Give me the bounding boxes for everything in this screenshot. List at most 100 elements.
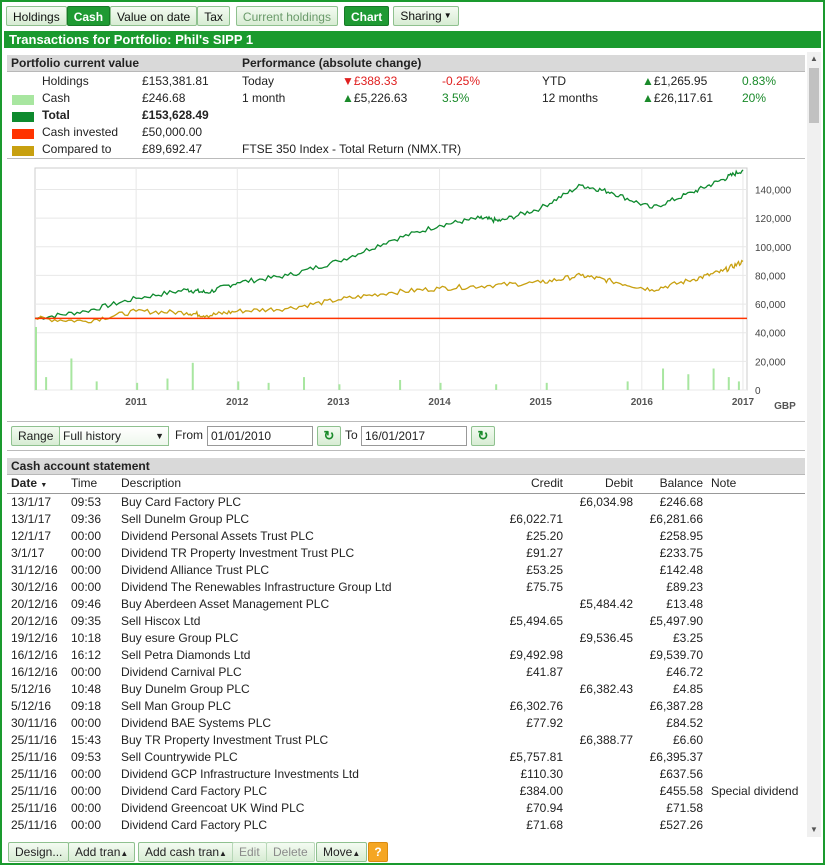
col-date-label: Date [11,476,38,490]
col-credit[interactable]: Credit [530,476,563,490]
compared-swatch [12,146,34,156]
table-row[interactable]: 25/11/16 09:53 Sell Countrywide PLC £5,757.… [7,749,805,766]
table-row[interactable]: 16/12/16 00:00 Dividend Carnival PLC £41.87… [7,664,805,681]
row-time: 09:35 [71,614,102,628]
total-value: £153,628.49 [142,108,209,122]
cash-spike-bar [338,384,341,390]
table-row[interactable]: 25/11/16 15:43 Buy TR Property Investment … [7,732,805,749]
up-arrow-icon: ▲ [342,91,354,105]
table-row[interactable]: 31/12/16 00:00 Dividend Alliance Trust PLC… [7,562,805,579]
cash-spike-bar [303,377,306,390]
range-label: Range [11,426,61,446]
current-holdings-button[interactable]: Current holdings [235,6,338,26]
row-date: 20/12/16 [11,614,58,628]
add-tran-button[interactable]: Add tran▲ [68,842,136,862]
x-tick-label: 2017 [732,397,755,408]
cash-invested-value: £50,000.00 [142,125,203,139]
compared-label: Compared to [42,142,112,156]
design-button[interactable]: Design... [8,842,70,862]
table-row[interactable]: 30/12/16 00:00 Dividend The Renewables Inf… [7,579,805,596]
move-button[interactable]: Move▲ [316,842,368,862]
tab-value-on-date[interactable]: Value on date [110,6,198,26]
table-row[interactable]: 5/12/16 09:18 Sell Man Group PLC £6,302.76 £… [7,698,805,715]
row-date: 25/11/16 [11,784,57,798]
table-row[interactable]: 16/12/16 16:12 Sell Petra Diamonds Ltd £9,4… [7,647,805,664]
tab-holdings[interactable]: Holdings [6,6,67,26]
row-date: 30/12/16 [11,580,58,594]
row-date: 31/12/16 [11,563,58,577]
row-description: Buy Card Factory PLC [121,495,242,509]
sharing-menu-button[interactable]: Sharing ▼ [393,6,459,26]
table-row[interactable]: 25/11/16 00:00 Dividend Greencoat UK Wind … [7,800,805,817]
delete-button[interactable]: Delete [266,842,315,862]
col-description[interactable]: Description [121,476,182,490]
table-row[interactable]: 19/12/16 10:18 Buy esure Group PLC £9,536.4… [7,630,805,647]
help-button[interactable]: ? [368,842,388,862]
vertical-scrollbar[interactable]: ▲ ▼ [807,52,821,837]
refresh-from-icon[interactable]: ↻ [317,426,341,446]
table-row[interactable]: 30/11/16 00:00 Dividend BAE Systems PLC £77… [7,715,805,732]
tab-tax[interactable]: Tax [197,6,230,26]
chart-toggle-button[interactable]: Chart [343,6,390,26]
from-date-input[interactable]: 01/01/2010 [207,426,313,446]
col-time[interactable]: Time [71,476,98,490]
add-cash-tran-button[interactable]: Add cash tran▲ [138,842,234,862]
scrollbar-thumb[interactable] [809,68,819,123]
year-pct: 20% [742,91,767,105]
row-date: 20/12/16 [11,597,58,611]
row-debit: £6,382.43 [579,682,633,696]
col-balance[interactable]: Balance [659,476,703,490]
cash-spike-bar [95,381,98,390]
row-time: 00:00 [71,801,102,815]
table-row[interactable]: 20/12/16 09:35 Sell Hiscox Ltd £5,494.65 £5,… [7,613,805,630]
row-time: 09:36 [71,512,102,526]
range-select[interactable]: Full history ▼ [59,426,169,446]
edit-button[interactable]: Edit [232,842,267,862]
holdings-label: Holdings [42,74,89,88]
y-axis-labels: 140,000 120,000 100,000 80,000 60,000 40,000 2… [755,185,792,397]
from-label: From [175,428,203,442]
col-date[interactable]: Date ▼ [11,476,47,490]
row-debit: £5,484.42 [579,597,633,611]
row-description: Buy TR Property Investment Trust PLC [121,733,329,747]
statement-column-headers: Date ▼ Time Description Credit Debit Bal… [7,476,805,494]
row-description: Dividend Greencoat UK Wind PLC [121,801,305,815]
row-credit: £91.27 [526,546,563,560]
table-row[interactable]: 3/1/17 00:00 Dividend TR Property Investme… [7,545,805,562]
table-row[interactable]: 25/11/16 00:00 Dividend Card Factory PLC £7… [7,817,805,834]
col-note[interactable]: Note [711,476,737,490]
col-debit[interactable]: Debit [604,476,633,490]
ytd-change: ▲£1,265.95 [642,74,707,88]
row-balance: £258.95 [659,529,703,543]
compared-value: £89,692.47 [142,142,203,156]
to-date-input[interactable]: 16/01/2017 [361,426,467,446]
scroll-down-icon[interactable]: ▼ [810,825,818,834]
row-date: 25/11/16 [11,750,57,764]
table-row[interactable]: 25/11/16 00:00 Dividend Card Factory PLC £3… [7,783,805,800]
table-row[interactable]: 25/11/16 00:00 Dividend GCP Infrastructure… [7,766,805,783]
tab-cash[interactable]: Cash [66,6,111,26]
table-row[interactable]: 5/12/16 10:48 Buy Dunelm Group PLC £6,382.4… [7,681,805,698]
table-row[interactable]: 13/1/17 09:53 Buy Card Factory PLC £6,034.9… [7,494,805,511]
row-credit: £5,494.65 [509,614,563,628]
table-row[interactable]: 12/1/17 00:00 Dividend Personal Assets Tru… [7,528,805,545]
holdings-value: £153,381.81 [142,74,209,88]
month-pct: 3.5% [442,91,470,105]
portfolio-chart: 140,000 120,000 100,000 80,000 60,000 40,000 2… [34,167,796,412]
table-row[interactable]: 20/12/16 09:46 Buy Aberdeen Asset Manageme… [7,596,805,613]
row-credit: £75.75 [526,580,563,594]
scroll-up-icon[interactable]: ▲ [810,54,818,63]
today-label: Today [242,74,275,88]
row-balance: £527.26 [659,818,703,832]
y-tick-label: 120,000 [755,214,792,225]
refresh-to-icon[interactable]: ↻ [471,426,495,446]
cash-invested-swatch [12,129,34,139]
row-credit: £110.30 [520,767,564,781]
row-balance: £455.58 [659,784,703,798]
chart-lines [34,169,747,324]
row-date: 25/11/16 [11,733,57,747]
row-time: 00:00 [71,818,102,832]
move-label: Move [323,845,353,859]
table-row[interactable]: 13/1/17 09:36 Sell Dunelm Group PLC £6,022.… [7,511,805,528]
chevron-down-icon: ▼ [155,431,164,441]
